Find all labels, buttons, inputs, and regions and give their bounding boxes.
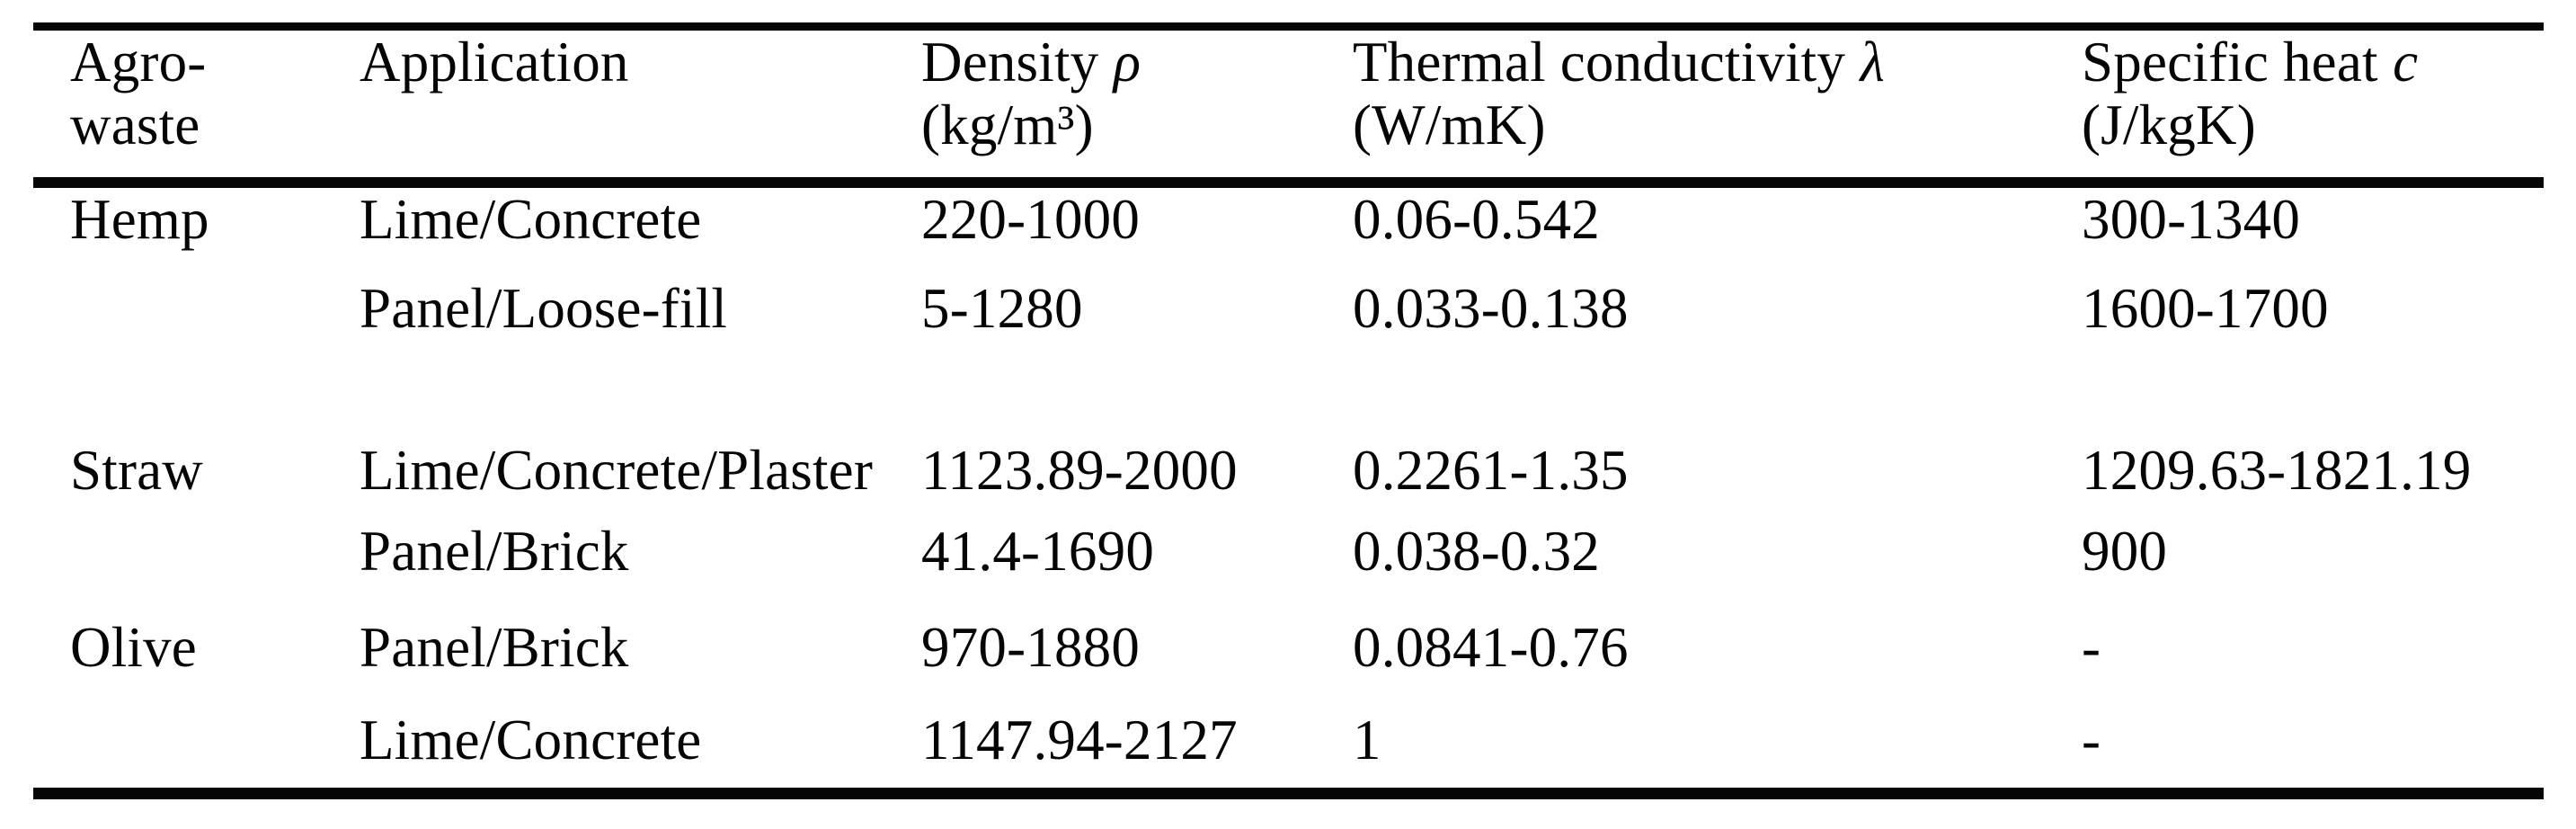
cell-application: Panel/Loose-fill bbox=[360, 277, 728, 340]
table-row-hemp-panel-loose-fill: Panel/Loose-fill 5-1280 0.033-0.138 1600… bbox=[33, 277, 2544, 371]
spacer-row bbox=[33, 371, 2544, 439]
header-density-unit: (kg/m³) bbox=[921, 94, 1094, 156]
cell-specific-heat: 900 bbox=[2082, 520, 2168, 583]
cell-application: Lime/Concrete/Plaster bbox=[360, 439, 874, 502]
header-density-rho-symbol: ρ bbox=[1113, 31, 1141, 94]
header-agro-waste-line1: Agro- bbox=[70, 31, 207, 94]
cell-application: Panel/Brick bbox=[360, 616, 629, 679]
header-thermal-conductivity-unit: (W/mK) bbox=[1353, 94, 1546, 156]
header-thermal-conductivity-line1: Thermal conductivity bbox=[1353, 31, 1846, 94]
cell-agro-waste bbox=[33, 520, 323, 616]
cell-density: 1147.94-2127 bbox=[921, 709, 1238, 771]
cell-density: 41.4-1690 bbox=[921, 520, 1155, 583]
cell-density: 1123.89-2000 bbox=[921, 439, 1238, 502]
cell-agro-waste: Olive bbox=[70, 616, 197, 679]
cell-density: 220-1000 bbox=[921, 188, 1141, 251]
header-specific-heat-c-symbol: c bbox=[2393, 31, 2419, 94]
cell-thermal-conductivity: 0.2261-1.35 bbox=[1353, 439, 1629, 502]
cell-density: 970-1880 bbox=[921, 616, 1141, 679]
cell-thermal-conductivity: 0.038-0.32 bbox=[1353, 520, 1600, 583]
header-agro-waste-line2: waste bbox=[70, 94, 200, 156]
cell-thermal-conductivity: 1 bbox=[1353, 709, 1381, 771]
cell-agro-waste: Hemp bbox=[70, 188, 209, 251]
table-row-olive-panel-brick: Olive Panel/Brick 970-1880 0.0841-0.76 - bbox=[33, 616, 2544, 709]
header-thermal-conductivity-lambda-symbol: λ bbox=[1860, 31, 1885, 94]
column-header-density: Density ρ (kg/m³) bbox=[884, 26, 1316, 188]
cell-agro-waste bbox=[33, 709, 323, 793]
table-body: Hemp Lime/Concrete 220-1000 0.06-0.542 3… bbox=[33, 183, 2544, 793]
header-row: Agro-waste Application Density ρ (kg/m³) T… bbox=[33, 26, 2544, 188]
cell-specific-heat: - bbox=[2082, 709, 2101, 771]
cell-specific-heat: - bbox=[2082, 616, 2101, 679]
cell-agro-waste bbox=[33, 277, 323, 371]
cell-thermal-conductivity: 0.0841-0.76 bbox=[1353, 616, 1629, 679]
header-specific-heat-unit: (J/kgK) bbox=[2082, 94, 2256, 156]
header-density-line1: Density bbox=[921, 31, 1099, 94]
cell-specific-heat: 1209.63-1821.19 bbox=[2082, 439, 2472, 502]
spacer-cell bbox=[33, 371, 2544, 439]
cell-application: Lime/Concrete bbox=[360, 188, 702, 251]
column-header-agro-waste: Agro-waste bbox=[33, 26, 323, 188]
header-specific-heat-line1: Specific heat bbox=[2082, 31, 2378, 94]
cell-application: Panel/Brick bbox=[360, 520, 629, 583]
column-header-application: Application bbox=[323, 26, 884, 188]
table-header: Agro-waste Application Density ρ (kg/m³) T… bbox=[33, 26, 2544, 188]
cell-thermal-conductivity: 0.06-0.542 bbox=[1353, 188, 1600, 251]
table-row-straw-lime-concrete-plaster: Straw Lime/Concrete/Plaster 1123.89-2000… bbox=[33, 439, 2544, 520]
cell-specific-heat: 300-1340 bbox=[2082, 188, 2301, 251]
table-row-olive-lime-concrete: Lime/Concrete 1147.94-2127 1 - bbox=[33, 709, 2544, 793]
column-header-specific-heat: Specific heat c (J/kgK) bbox=[2045, 26, 2544, 188]
cell-specific-heat: 1600-1700 bbox=[2082, 277, 2329, 340]
table-row-straw-panel-brick: Panel/Brick 41.4-1690 0.038-0.32 900 bbox=[33, 520, 2544, 616]
cell-thermal-conductivity: 0.033-0.138 bbox=[1353, 277, 1629, 340]
table-row-hemp-lime-concrete: Hemp Lime/Concrete 220-1000 0.06-0.542 3… bbox=[33, 183, 2544, 277]
cell-agro-waste: Straw bbox=[70, 439, 203, 502]
agro-waste-properties-table: Agro-waste Application Density ρ (kg/m³) T… bbox=[33, 22, 2544, 799]
header-application-line1: Application bbox=[360, 31, 629, 94]
cell-density: 5-1280 bbox=[921, 277, 1083, 340]
column-header-thermal-conductivity: Thermal conductivity λ (W/mK) bbox=[1316, 26, 2045, 188]
cell-application: Lime/Concrete bbox=[360, 709, 702, 771]
